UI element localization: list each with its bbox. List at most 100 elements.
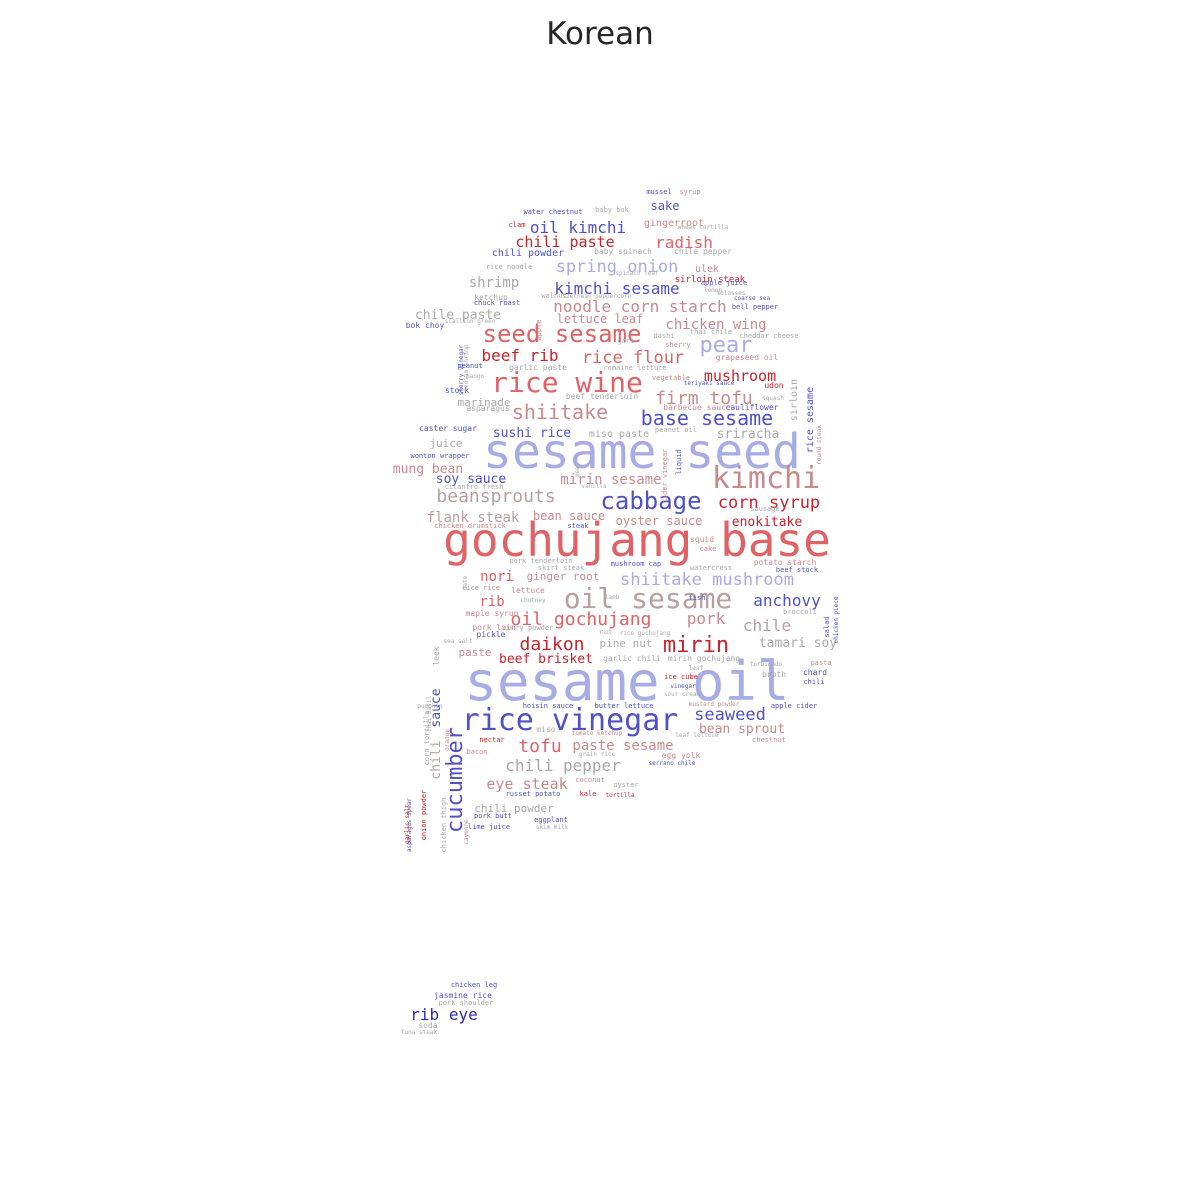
cloud-word: chili: [429, 740, 444, 779]
cloud-word: wheat tortilla: [678, 224, 729, 231]
cloud-word: tomato ketchup: [572, 730, 623, 737]
cloud-word: nectar: [479, 736, 504, 744]
cloud-word: spinach leaf: [615, 270, 659, 277]
cloud-word: round steak: [816, 425, 823, 465]
cloud-word: onion powder: [420, 790, 428, 841]
cloud-word: rice noodle: [486, 263, 532, 271]
cloud-word: soy sauce: [436, 472, 507, 487]
cloud-word: tofu: [518, 736, 561, 757]
cloud-word: pasta: [810, 659, 831, 667]
cloud-word: gari: [618, 337, 635, 345]
cloud-word: bean sauce: [533, 509, 605, 523]
cloud-word: turbinado: [750, 661, 783, 668]
cloud-word: romaine lettuce: [603, 364, 666, 372]
cloud-word: coarse sea: [734, 295, 771, 302]
cloud-word: russet potato: [506, 790, 561, 798]
cloud-word: pork butt: [474, 812, 512, 820]
cloud-word: udon: [764, 381, 783, 390]
cloud-word: kale: [580, 790, 597, 798]
cloud-word: beef brisket: [499, 652, 593, 667]
cloud-word: lettuce leaf: [557, 312, 644, 326]
cloud-word: seed sesame: [483, 320, 642, 348]
cloud-word: chile: [743, 616, 791, 635]
cloud-word: ulek: [695, 264, 719, 275]
cloud-word: shiitake mushroom: [620, 570, 794, 590]
cloud-word: oyster sauce: [616, 514, 703, 528]
cloud-word: chard: [803, 668, 827, 677]
cloud-word: cayenne: [463, 819, 470, 845]
cloud-word: chicken thigh: [440, 798, 448, 853]
cloud-word: beansprouts: [436, 486, 555, 507]
cloud-word: mango: [466, 373, 484, 380]
cloud-word: chicken wing: [665, 317, 766, 333]
cloud-word: cheddar cheese: [739, 332, 798, 340]
cloud-word: miso paste: [589, 429, 649, 440]
cloud-word: dashi: [653, 332, 674, 340]
cloud-word: maple syrup: [466, 609, 519, 618]
cloud-word: cake: [700, 545, 717, 553]
cloud-word: ketchup: [474, 293, 508, 302]
cloud-word: molasses: [717, 290, 746, 297]
cloud-word: skirt steak: [538, 564, 585, 572]
cloud-word: beef tenderloin: [566, 392, 638, 401]
cloud-word: grapeseed oil: [716, 353, 779, 362]
cloud-word: cabbage: [600, 487, 701, 515]
cloud-word: oil sesame: [564, 582, 733, 615]
cloud-word: steak: [567, 522, 589, 530]
cloud-word: bean sprout: [699, 722, 785, 737]
cloud-word: mustard powder: [689, 701, 740, 708]
cloud-word: butter lettuce: [594, 702, 653, 710]
cloud-word: radish: [655, 233, 713, 252]
cloud-word: corn syrup: [718, 493, 820, 513]
cloud-word: meat: [574, 462, 581, 477]
cloud-word: chili: [803, 678, 824, 686]
cloud-word: liquid: [675, 449, 683, 474]
cloud-word: vegetable: [652, 374, 690, 382]
cloud-word: tuna steak: [401, 1029, 438, 1036]
cloud-word: rice wine: [491, 366, 643, 399]
cloud-word: marinade: [458, 396, 511, 409]
cloud-word: kimchi: [712, 461, 820, 496]
cloud-word: chutney: [520, 597, 546, 604]
cloud-word: mung bean: [393, 462, 463, 477]
cloud-word: sushi rice: [493, 426, 571, 441]
cloud-word: stock: [445, 386, 469, 395]
cloud-word: base sesame: [641, 406, 773, 430]
cloud-word: chile paste: [415, 308, 501, 323]
cloud-word: broccoli: [783, 608, 817, 616]
cloud-word: cauliflower: [726, 403, 779, 412]
cloud-word: pork loin: [472, 623, 516, 632]
cloud-word: baby spinach: [594, 247, 652, 256]
cloud-word: teriyaki sauce: [684, 380, 735, 387]
cloud-word: rice sesame: [805, 387, 816, 453]
cloud-word: coconut: [575, 776, 605, 784]
cloud-word: beef stock: [776, 566, 819, 574]
cloud-word: chili powder: [492, 248, 564, 259]
cloud-word: bell pepper: [732, 303, 778, 311]
cloud-word: watercress: [690, 564, 732, 572]
cloud-word: sherry vinegar: [458, 344, 465, 395]
cloud-word: flank steak: [427, 510, 520, 526]
cloud-word: vinegar: [670, 683, 696, 690]
cloud-word: chuck roast: [474, 299, 520, 307]
cloud-word: thai chile: [690, 328, 732, 336]
cloud-word: chicken piece: [833, 596, 840, 643]
cloud-word: mushroom cap: [611, 560, 662, 568]
cloud-word: enokitake: [732, 515, 803, 530]
cloud-word: sirloin steak: [675, 275, 746, 285]
cloud-word: mirin gochujang: [668, 654, 740, 663]
cloud-word: firm tofu: [655, 388, 753, 409]
cloud-word: mushroom: [704, 367, 776, 385]
cloud-word: jasmine rice: [434, 991, 492, 1000]
cloud-word: shiitake: [512, 400, 608, 424]
cloud-word: caster sugar: [419, 424, 477, 433]
cloud-word: baby bok: [595, 206, 630, 214]
cloud-word: squash: [762, 395, 784, 402]
cloud-word: chili paste: [515, 233, 614, 251]
cloud-word: sherry: [665, 341, 690, 349]
cloud-word: chile pepper: [674, 247, 732, 256]
cloud-word: fish: [689, 594, 706, 602]
cloud-word: chicken leg: [451, 981, 497, 989]
cloud-word: vanilla: [581, 483, 607, 490]
